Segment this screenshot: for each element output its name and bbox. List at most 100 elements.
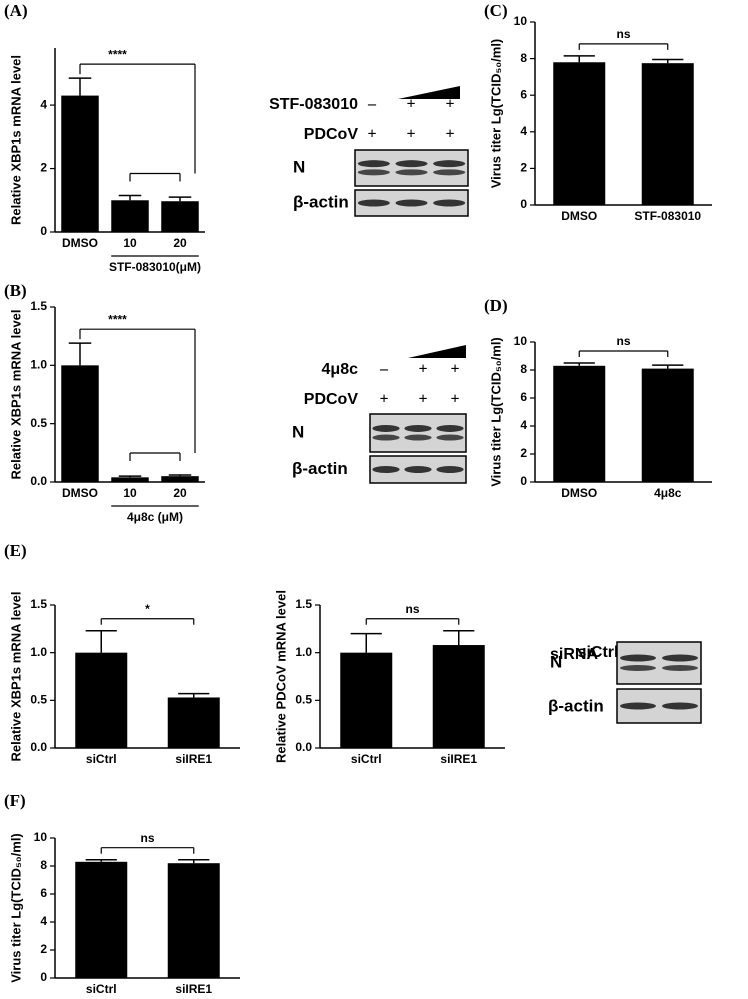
y-axis-label: Virus titer Lg(TCID₅₀/ml) (488, 337, 503, 487)
significance-label: ns (616, 334, 630, 348)
y-tick-label: 0.0 (30, 474, 47, 488)
panel-label: (C) (484, 1, 508, 20)
bar (61, 365, 99, 482)
y-tick-label: 0.0 (295, 740, 312, 754)
x-tick-label: siIRE1 (175, 752, 212, 766)
x-tick-label: siIRE1 (440, 752, 477, 766)
row-label: N (550, 652, 562, 671)
y-axis-label: Relative XBP1s mRNA level (8, 591, 23, 761)
virus-sign: + (445, 126, 454, 143)
y-tick-label: 0.0 (30, 740, 47, 754)
error-bar (652, 364, 684, 369)
blot-band (372, 466, 400, 473)
virus-sign: + (379, 391, 388, 408)
y-tick-label: 4 (520, 124, 527, 138)
y-axis-label: Relative XBP1s mRNA level (8, 309, 23, 479)
y-tick-label: 0 (520, 474, 527, 488)
significance-label: ns (140, 831, 154, 845)
bar (340, 652, 393, 748)
treatment-sign: + (445, 96, 454, 113)
y-tick-label: 0 (40, 224, 47, 238)
row-label: N (293, 157, 305, 176)
treatment-sign: + (406, 96, 415, 113)
significance-label: **** (108, 47, 127, 61)
virus-sign: + (367, 126, 376, 143)
error-bar (563, 362, 595, 366)
row-label: β-actin (292, 459, 348, 478)
group-label: 4μ8c (μM) (127, 510, 183, 524)
error-bar (443, 629, 475, 646)
dose-triangle (398, 86, 460, 99)
virus-sign: + (418, 391, 427, 408)
x-tick-label: DMSO (561, 209, 597, 223)
error-bar (350, 632, 382, 653)
y-tick-label: 2 (520, 446, 527, 460)
error-bar (563, 55, 595, 63)
significance-label: ns (616, 27, 630, 41)
blot-band (357, 169, 390, 176)
y-tick-label: 4 (40, 914, 47, 928)
x-tick-label: siCtrl (86, 982, 117, 996)
treatment-sign: – (367, 96, 377, 113)
panel-label: (F) (4, 791, 26, 810)
bar (111, 477, 149, 482)
blot-band (436, 434, 464, 441)
y-tick-label: 0.5 (30, 693, 47, 707)
blot-band (662, 665, 698, 671)
blot-membrane (369, 413, 467, 453)
virus-sign: + (406, 126, 415, 143)
x-tick-label: 10 (123, 236, 137, 250)
blot-band (620, 702, 656, 710)
y-tick-label: 6 (40, 886, 47, 900)
y-tick-label: 8 (520, 51, 527, 65)
y-tick-label: 0 (520, 197, 527, 211)
bar (641, 63, 694, 205)
error-bar (85, 858, 117, 862)
treatment-sign: + (450, 361, 459, 378)
y-tick-label: 2 (520, 161, 527, 175)
blot-band (620, 654, 656, 662)
blot-band (372, 424, 400, 432)
x-tick-label: siCtrl (351, 752, 382, 766)
x-tick-label: 10 (123, 486, 137, 500)
treatment-sign: – (379, 361, 389, 378)
treatment-label: STF-083010 (269, 96, 358, 113)
group-label: STF-083010(μM) (109, 260, 201, 274)
y-tick-label: 1.5 (30, 597, 47, 611)
y-axis-label: Relative PDCoV mRNA level (273, 590, 288, 763)
x-tick-label: siCtrl (86, 752, 117, 766)
blot-band (357, 199, 390, 207)
blot-band (433, 169, 466, 176)
y-axis-label: Virus titer Lg(TCID₅₀/ml) (8, 833, 23, 983)
bar (161, 476, 199, 482)
error-bar (168, 474, 192, 477)
x-tick-label: 4μ8c (654, 486, 682, 500)
bar (432, 645, 485, 748)
treatment-label: 4μ8c (322, 361, 359, 378)
error-bar (85, 629, 117, 653)
x-tick-label: 20 (173, 236, 187, 250)
bar (75, 652, 128, 748)
y-tick-label: 8 (520, 362, 527, 376)
blot-band (395, 160, 428, 168)
bar (553, 62, 606, 206)
x-tick-label: siIRE1 (175, 982, 212, 996)
y-tick-label: 4 (40, 97, 47, 111)
significance-label: ns (405, 602, 419, 616)
blot-band (433, 199, 466, 207)
significance-label: * (145, 602, 150, 616)
blot-band (404, 434, 432, 441)
bar (75, 861, 128, 978)
virus-label: PDCoV (304, 391, 359, 408)
y-tick-label: 10 (34, 830, 48, 844)
x-tick-label: STF-083010 (634, 209, 701, 223)
bar (167, 863, 220, 978)
virus-label: PDCoV (304, 126, 359, 143)
bar (61, 95, 99, 232)
y-tick-label: 8 (40, 858, 47, 872)
x-tick-label: DMSO (62, 236, 98, 250)
y-tick-label: 6 (520, 87, 527, 101)
y-tick-label: 10 (514, 334, 528, 348)
blot-band (662, 654, 698, 662)
